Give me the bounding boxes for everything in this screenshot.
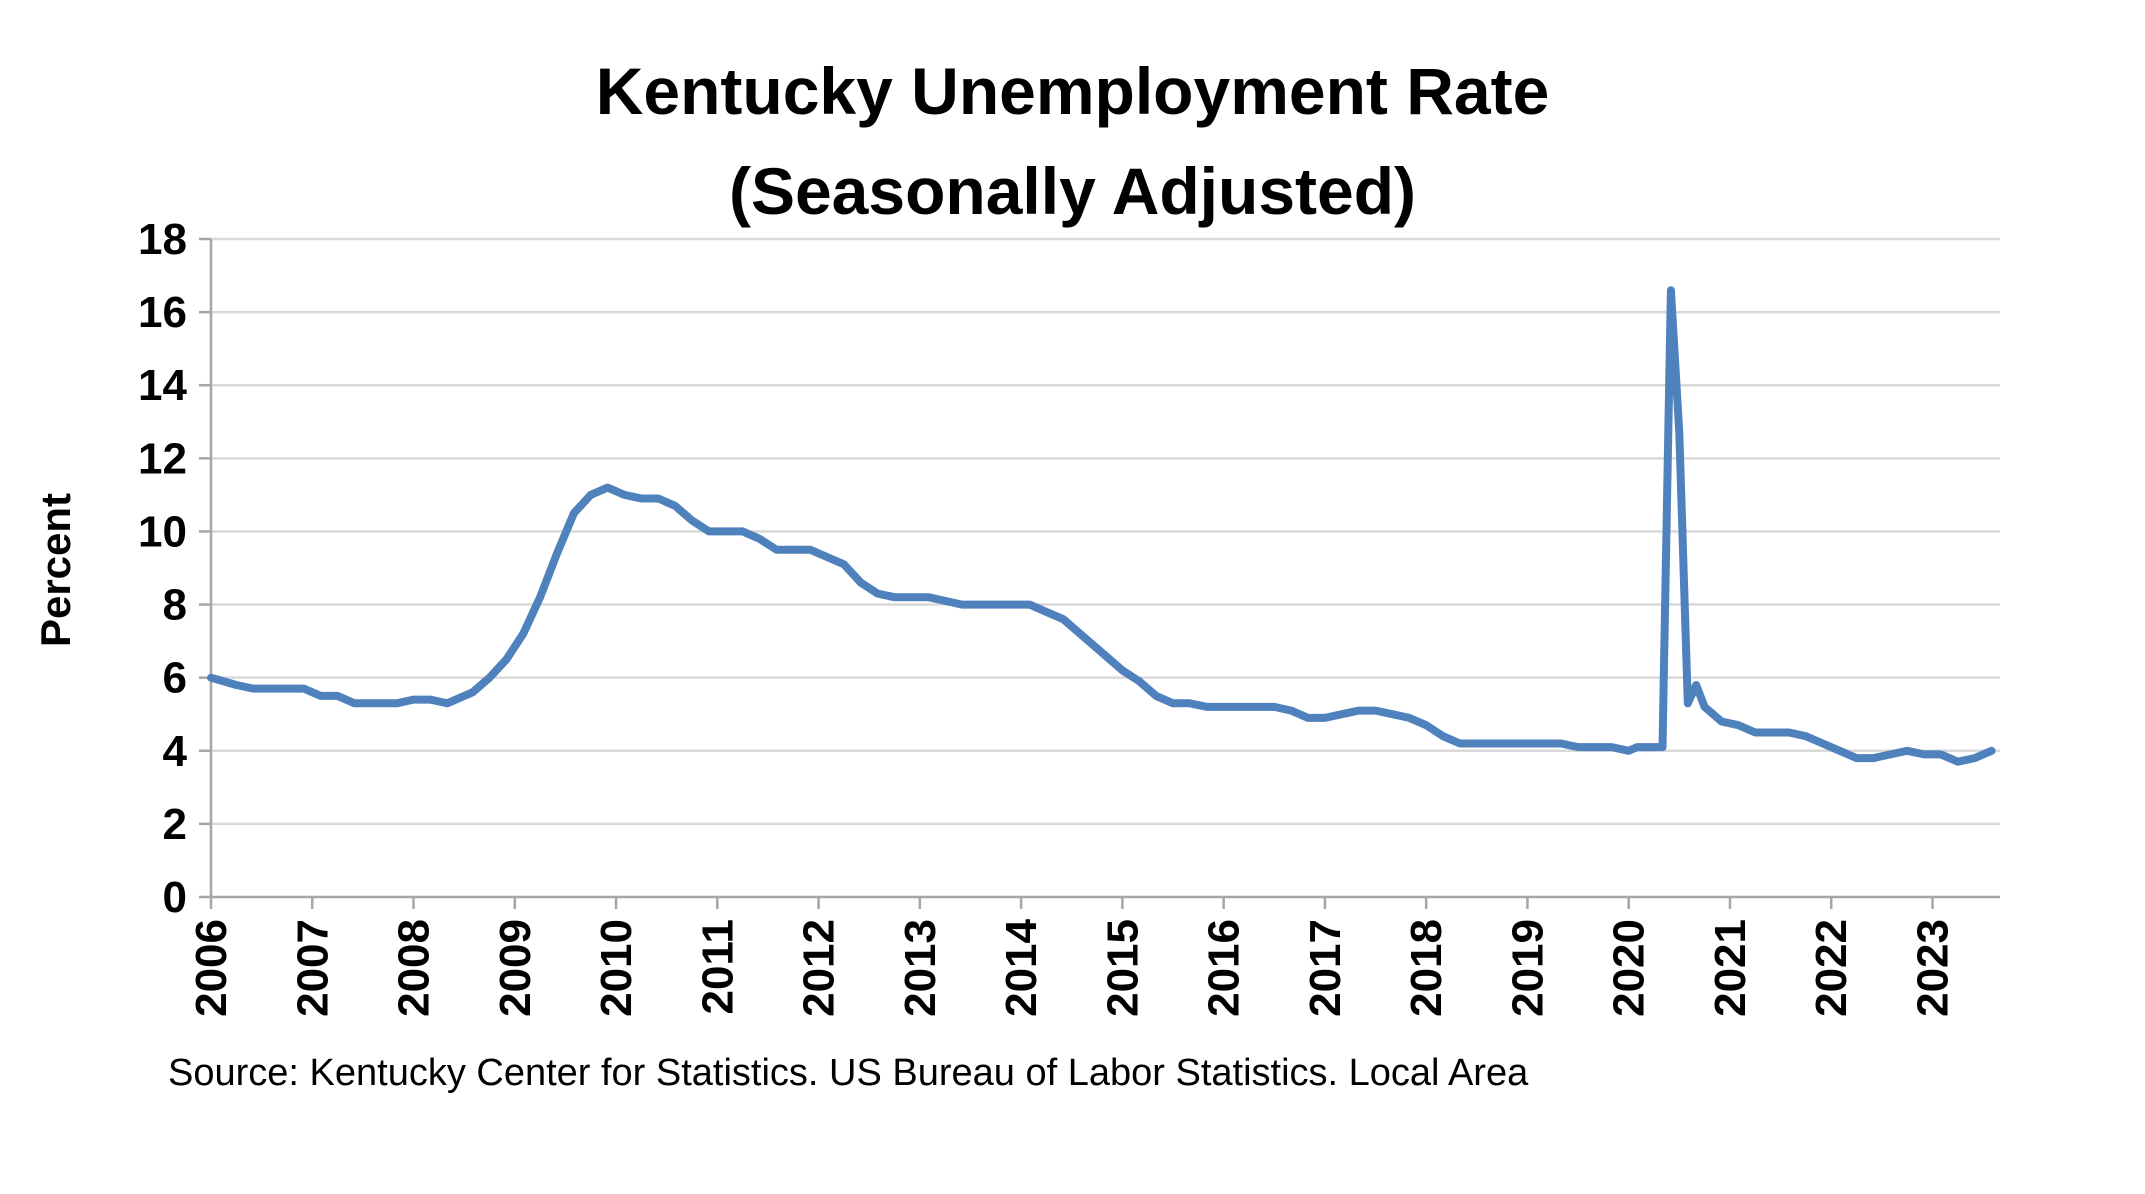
y-tick-label-10: 10 [138, 507, 187, 556]
x-tick-label-2013: 2013 [896, 919, 945, 1017]
y-tick-labels: 0 2 4 6 8 10 12 14 16 18 [138, 215, 187, 922]
y-axis-title: Percent [32, 493, 79, 647]
y-tick-label-16: 16 [138, 288, 187, 337]
x-tick-label-2012: 2012 [795, 919, 844, 1017]
series-layer [207, 286, 1996, 766]
x-tick-label-2015: 2015 [1098, 919, 1147, 1017]
y-tick-label-2: 2 [163, 800, 187, 849]
x-tick-label-2016: 2016 [1200, 919, 1249, 1017]
x-tick-label-2010: 2010 [592, 919, 641, 1017]
y-tick-label-6: 6 [163, 654, 187, 703]
x-tick-labels: 2006 2007 2008 2009 2010 2011 2012 2013 2014 2015… [187, 918, 1957, 1016]
series-line-0 [207, 286, 1996, 766]
x-tick-label-2007: 2007 [288, 919, 337, 1017]
chart-title-line-2: (Seasonally Adjusted) [728, 154, 1417, 228]
y-tick-label-0: 0 [163, 873, 187, 922]
y-tick-label-12: 12 [138, 434, 187, 483]
x-tick-label-2018: 2018 [1402, 919, 1451, 1017]
y-tick-label-4: 4 [163, 727, 188, 776]
x-tick-label-2008: 2008 [390, 919, 439, 1017]
source-note: Source: Kentucky Center for Statistics. … [168, 1052, 1529, 1094]
y-tick-label-14: 14 [138, 361, 187, 410]
x-tick-label-2020: 2020 [1605, 919, 1654, 1017]
y-tick-label-18: 18 [138, 215, 187, 264]
x-tick-label-2009: 2009 [491, 919, 540, 1017]
x-tick-label-2019: 2019 [1503, 919, 1552, 1017]
x-tick-label-2017: 2017 [1301, 919, 1350, 1017]
x-tick-label-2014: 2014 [997, 918, 1046, 1016]
chart-title-line-1: Kentucky Unemployment Rate [595, 54, 1550, 128]
y-tick-label-8: 8 [163, 581, 187, 630]
x-tick-label-2021: 2021 [1706, 919, 1755, 1017]
x-tick-label-2023: 2023 [1908, 919, 1957, 1017]
gridlines [211, 237, 2000, 826]
x-tick-label-2011: 2011 [693, 919, 742, 1014]
x-tick-label-2006: 2006 [187, 919, 236, 1017]
x-tick-label-2022: 2022 [1807, 919, 1856, 1017]
axes [199, 237, 2000, 909]
